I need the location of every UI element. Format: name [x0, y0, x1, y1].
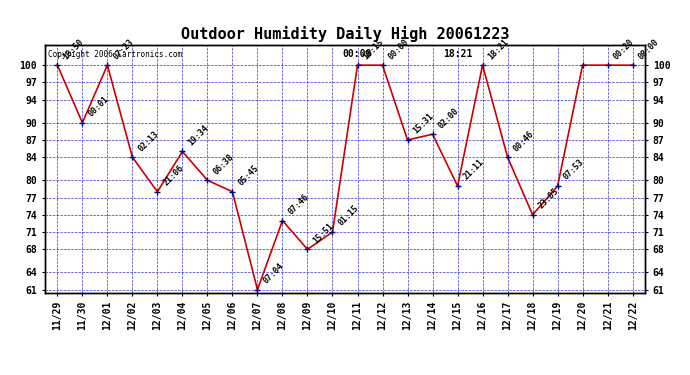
- Text: 00:00: 00:00: [343, 50, 372, 59]
- Text: 07:53: 07:53: [562, 158, 586, 182]
- Text: 02:00: 02:00: [437, 106, 461, 130]
- Text: 08:00: 08:00: [637, 37, 661, 61]
- Text: 00:20: 00:20: [612, 37, 636, 61]
- Title: Outdoor Humidity Daily High 20061223: Outdoor Humidity Daily High 20061223: [181, 27, 509, 42]
- Text: 07:04: 07:04: [262, 261, 286, 285]
- Text: 18:21: 18:21: [486, 37, 511, 61]
- Text: 00:01: 00:01: [86, 94, 110, 118]
- Text: 00:46: 00:46: [512, 129, 536, 153]
- Text: 18:21: 18:21: [443, 50, 472, 59]
- Text: 23:05: 23:05: [537, 187, 561, 211]
- Text: 21:06: 21:06: [161, 164, 186, 188]
- Text: 15:31: 15:31: [412, 112, 436, 136]
- Text: 21:11: 21:11: [462, 158, 486, 182]
- Text: 06:38: 06:38: [212, 152, 236, 176]
- Text: Copyright 2006 Cartronics.com: Copyright 2006 Cartronics.com: [48, 50, 182, 59]
- Text: 18:15: 18:15: [362, 37, 386, 61]
- Text: 02:13: 02:13: [137, 129, 161, 153]
- Text: 07:23: 07:23: [112, 37, 136, 61]
- Text: 05:45: 05:45: [237, 164, 261, 188]
- Text: 19:34: 19:34: [186, 123, 210, 147]
- Text: 00:00: 00:00: [386, 37, 411, 61]
- Text: 15:51: 15:51: [312, 221, 336, 245]
- Text: 07:46: 07:46: [286, 192, 310, 216]
- Text: 10:50: 10:50: [61, 37, 86, 61]
- Text: 01:15: 01:15: [337, 204, 361, 228]
